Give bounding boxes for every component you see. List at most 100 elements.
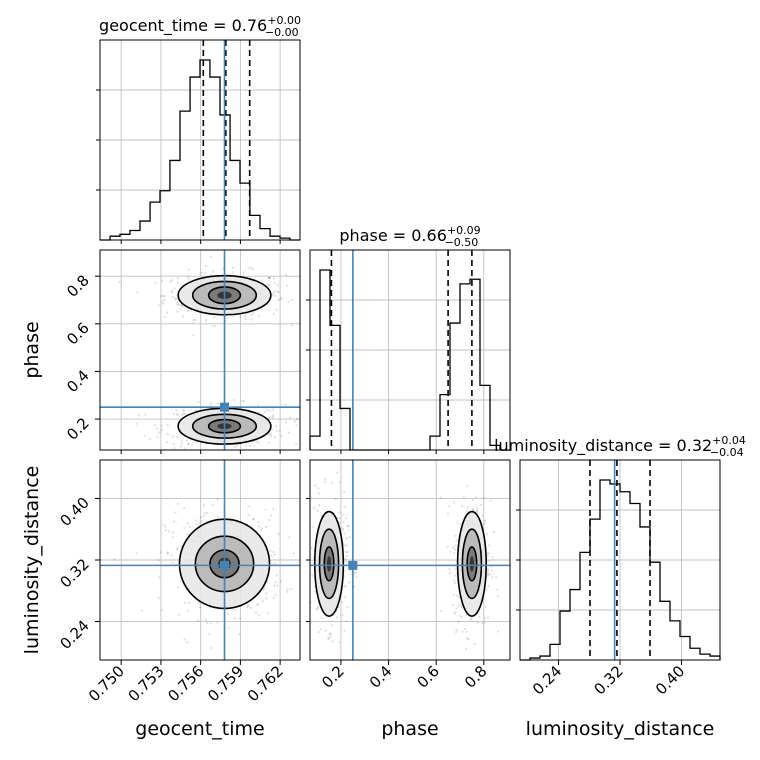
luminosity_distance-vs-phase-scatter-point — [466, 637, 469, 640]
phase-vs-geocent_time-scatter-point — [271, 428, 274, 431]
luminosity_distance-vs-phase-scatter-point — [316, 607, 320, 610]
luminosity_distance-vs-geocent_time-scatter-point — [183, 638, 186, 641]
luminosity_distance-vs-phase-scatter-point — [454, 574, 457, 577]
geocent_time-title-minus: −0.00 — [265, 26, 299, 39]
luminosity_distance-vs-phase-scatter-point — [448, 505, 451, 508]
luminosity_distance-vs-geocent_time-scatter-point — [183, 601, 186, 604]
phase-vs-geocent_time-scatter-point — [165, 440, 169, 444]
luminosity_distance-vs-phase-scatter-point — [461, 504, 464, 508]
luminosity_distance-vs-geocent_time-scatter-point — [183, 526, 186, 530]
phase-vs-geocent_time-scatter-point — [176, 310, 179, 313]
luminosity_distance-vs-phase-scatter-point — [353, 585, 356, 588]
phase-vs-geocent_time-scatter-point — [171, 289, 174, 292]
luminosity_distance-vs-phase-scatter-point — [481, 622, 484, 625]
luminosity_distance-vs-phase-scatter-point — [317, 504, 321, 507]
luminosity_distance-vs-phase-scatter-point — [471, 508, 475, 511]
phase-vs-geocent_time-scatter-point — [267, 283, 270, 286]
phase-vs-geocent_time-scatter-point — [268, 276, 271, 279]
luminosity_distance-vs-geocent_time-scatter-point — [279, 580, 283, 583]
luminosity_distance-vs-phase-scatter-point — [456, 594, 459, 597]
luminosity_distance-vs-geocent_time-scatter-point — [270, 555, 273, 558]
luminosity_distance-vs-phase-scatter-point — [463, 627, 466, 631]
phase-vs-geocent_time-scatter-point — [188, 443, 191, 446]
luminosity_distance-vs-phase-scatter-point — [341, 528, 345, 531]
phase-vs-geocent_time-scatter-point — [186, 309, 190, 313]
luminosity_distance-vs-geocent_time-scatter-point — [164, 525, 167, 528]
luminosity_distance-vs-geocent_time-scatter-point — [272, 550, 275, 554]
luminosity_distance-title-name: luminosity_distance — [494, 436, 653, 456]
luminosity_distance-vs-phase-scatter-point — [483, 522, 486, 525]
luminosity_distance-title-plus: +0.04 — [712, 434, 746, 447]
luminosity_distance-vs-phase-scatter-point — [331, 640, 334, 643]
luminosity_distance-vs-phase-scatter-point — [448, 568, 451, 571]
phase-vs-geocent_time-scatter-point — [273, 282, 276, 285]
luminosity_distance-vs-geocent_time-scatter-point — [186, 522, 190, 525]
phase-vs-geocent_time-scatter-point — [181, 414, 184, 417]
luminosity_distance-vs-phase-scatter-point — [328, 632, 331, 636]
luminosity_distance-vs-geocent_time-scatter-point — [208, 632, 211, 635]
luminosity_distance-vs-geocent_time-scatter-point — [140, 609, 143, 612]
luminosity_distance-vs-phase-scatter-point — [345, 619, 348, 623]
luminosity_distance-ytick-label: 0.32 — [56, 555, 92, 591]
phase-vs-geocent_time-scatter-point — [160, 428, 163, 432]
luminosity_distance-vs-phase-scatter-point — [466, 506, 469, 509]
luminosity_distance-vs-phase-scatter-point — [323, 480, 326, 483]
phase-vs-geocent_time-scatter-point — [175, 435, 179, 438]
phase-vs-geocent_time-scatter-point — [270, 416, 273, 419]
yaxis-label-phase: phase — [21, 321, 43, 378]
luminosity_distance-vs-phase-scatter-point — [453, 551, 456, 555]
luminosity_distance-vs-geocent_time-scatter-point — [227, 626, 230, 629]
phase-vs-geocent_time-scatter-point — [161, 279, 164, 282]
luminosity_distance-vs-phase-contour-0-2 — [313, 510, 345, 617]
geocent_time-xtick-label: 0.756 — [164, 662, 207, 705]
luminosity_distance-vs-geocent_time-scatter-point — [238, 617, 241, 620]
phase-vs-geocent_time-scatter-point — [171, 291, 174, 294]
phase-vs-geocent_time-scatter-point — [166, 432, 169, 436]
luminosity_distance-vs-phase-scatter-point — [486, 572, 490, 576]
luminosity_distance-vs-phase-scatter-point — [483, 519, 487, 523]
phase-vs-geocent_time-scatter-point — [156, 427, 159, 430]
luminosity_distance-vs-geocent_time-scatter-point — [166, 552, 169, 555]
luminosity_distance-vs-phase-scatter-point — [338, 481, 341, 484]
luminosity_distance-vs-phase-scatter-point — [343, 584, 346, 587]
yaxis-label-luminosity-distance: luminosity_distance — [21, 466, 43, 655]
luminosity_distance-vs-geocent_time-scatter-point — [180, 545, 183, 548]
luminosity_distance-vs-phase-scatter-point — [488, 544, 491, 547]
luminosity_distance-vs-phase-contour-0-1 — [318, 528, 340, 600]
luminosity_distance-vs-geocent_time-scatter-point — [254, 611, 258, 614]
luminosity_distance-vs-phase-scatter-point — [345, 560, 348, 564]
phase-vs-geocent_time-scatter-point — [163, 298, 166, 301]
luminosity_distance-vs-geocent_time-scatter-point — [238, 632, 241, 636]
luminosity_distance-vs-phase-scatter-point — [488, 552, 491, 555]
phase-vs-geocent_time-scatter-point — [242, 400, 245, 403]
luminosity_distance-vs-geocent_time-scatter-point — [176, 586, 179, 589]
luminosity_distance-vs-geocent_time-scatter-point — [174, 511, 177, 514]
luminosity_distance-vs-geocent_time-scatter-point — [209, 622, 213, 625]
luminosity_distance-vs-phase-scatter-point — [481, 514, 484, 517]
phase-vs-geocent_time-scatter-point — [176, 277, 180, 280]
phase-vs-geocent_time-scatter-point — [182, 315, 185, 318]
phase-vs-geocent_time-scatter-point — [158, 431, 161, 434]
luminosity_distance-vs-phase-scatter-point — [338, 517, 341, 520]
luminosity_distance-vs-geocent_time-scatter-point — [186, 533, 190, 537]
phase-vs-geocent_time-scatter-point — [242, 271, 245, 274]
phase-vs-geocent_time-scatter-point — [241, 399, 244, 402]
phase-vs-geocent_time-scatter-point — [180, 304, 184, 307]
phase-vs-geocent_time-scatter-point — [137, 414, 140, 417]
phase-ytick-label: 0.6 — [63, 319, 93, 349]
luminosity_distance-vs-phase-scatter-point — [343, 544, 346, 547]
luminosity_distance-vs-phase-scatter-point — [343, 505, 346, 508]
luminosity_distance-vs-geocent_time-scatter-point — [186, 609, 189, 612]
phase-vs-geocent_time-scatter-point — [211, 324, 214, 328]
phase-vs-geocent_time-scatter-point — [253, 444, 256, 447]
luminosity_distance-vs-geocent_time-scatter-point — [188, 525, 191, 528]
luminosity_distance-vs-geocent_time-scatter-point — [176, 547, 179, 550]
luminosity_distance-vs-phase-scatter-point — [345, 544, 348, 547]
luminosity_distance-vs-geocent_time-scatter-point — [252, 518, 255, 521]
luminosity_distance-hist-series-line — [520, 479, 721, 661]
phase-vs-geocent_time-scatter-point — [177, 303, 180, 306]
luminosity_distance-vs-phase-scatter-point — [487, 584, 490, 587]
luminosity_distance-vs-phase-scatter-point — [455, 539, 458, 542]
phase-xtick-label: 0.6 — [413, 662, 443, 692]
luminosity_distance-vs-phase-scatter-point — [317, 492, 321, 495]
